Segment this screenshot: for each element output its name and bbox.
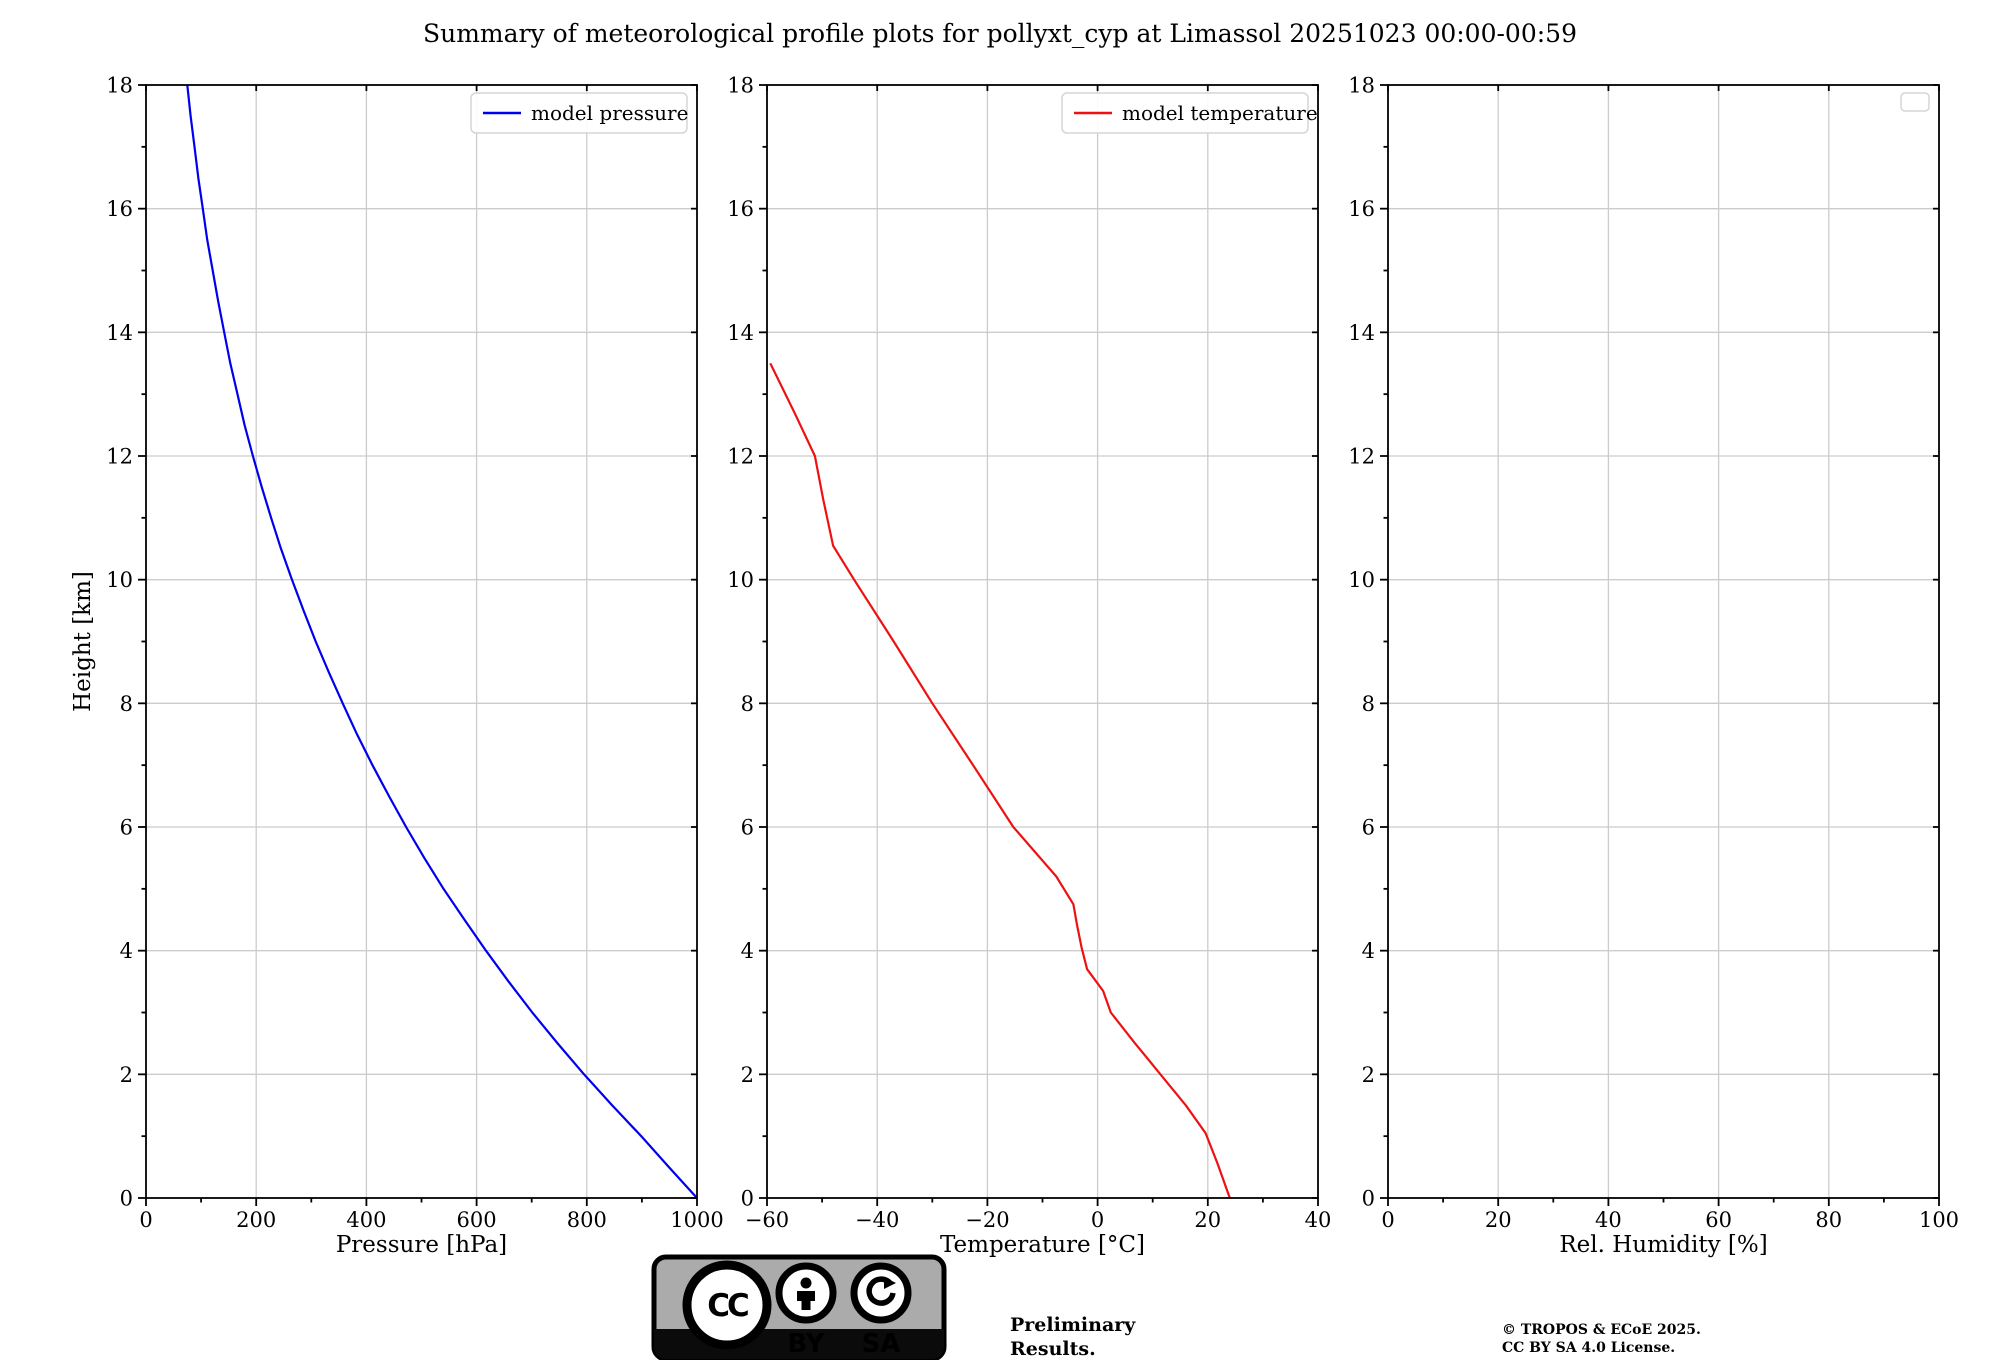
ticks-2 (759, 84, 1319, 1206)
y-tick-label: 4 (741, 939, 754, 963)
y-tick-label: 18 (106, 74, 133, 98)
person-head-icon (800, 1277, 812, 1289)
curve-model-temperature (769, 362, 1231, 1199)
y-tick-label: 10 (727, 568, 754, 592)
y-tick-label: 16 (727, 197, 754, 221)
y-tick-label: 10 (106, 568, 133, 592)
subplot-2: −60 −40 −20 0 20 40 0 2 4 6 8 10 12 14 16 18 Temperature… (727, 74, 1331, 1259)
x-tick-label: −60 (745, 1208, 789, 1232)
x-axis-label: Temperature [°C] (940, 1232, 1145, 1258)
preliminary-line-1: Preliminary (1010, 1314, 1136, 1336)
x-tick-label: 100 (1919, 1208, 1959, 1232)
y-tick-label: 18 (727, 74, 754, 98)
sa-arrowhead-icon (884, 1277, 896, 1289)
y-tick-label: 6 (741, 816, 754, 840)
y-axis-label: Height [km] (70, 571, 96, 712)
y-tick-label: 10 (1348, 568, 1375, 592)
x-tick-label: 1000 (670, 1208, 723, 1232)
ticks-1 (138, 84, 698, 1206)
curve-model-pressure (186, 84, 698, 1199)
y-tick-label: 8 (1362, 692, 1375, 716)
x-tick-label: 80 (1815, 1208, 1842, 1232)
x-axis-label: Rel. Humidity [%] (1559, 1232, 1767, 1258)
copyright-line-2: CC BY SA 4.0 License. (1502, 1340, 1675, 1356)
cc-by-sa-badge: CC BY SA (651, 1254, 947, 1360)
legend-box (1061, 92, 1309, 134)
badge-sa-label: SA (862, 1329, 901, 1359)
y-tick-label: 2 (120, 1063, 133, 1087)
legend-label: model pressure (531, 101, 688, 125)
subplot-1: 0 200 400 600 800 1000 0 2 4 6 8 10 12 14 16 18 Pressure… (70, 74, 724, 1259)
y-tick-label: 12 (1348, 445, 1375, 469)
x-tick-label: −20 (965, 1208, 1009, 1232)
y-tick-label: 6 (120, 816, 133, 840)
x-tick-label: 600 (457, 1208, 497, 1232)
x-tick-label: 800 (567, 1208, 607, 1232)
preliminary-line-2: Results. (1010, 1338, 1096, 1360)
y-tick-label: 16 (1348, 197, 1375, 221)
y-tick-label: 6 (1362, 816, 1375, 840)
y-tick-label: 2 (741, 1063, 754, 1087)
y-tick-label: 8 (120, 692, 133, 716)
ticks-3 (1380, 84, 1940, 1206)
y-tick-label: 14 (106, 321, 133, 345)
x-tick-label: 200 (236, 1208, 276, 1232)
grid-1 (146, 85, 697, 1198)
sa-arrow-arc-icon (866, 1276, 896, 1306)
badge-by-label: BY (787, 1329, 825, 1359)
y-tick-label: 18 (1348, 74, 1375, 98)
y-tick-label: 14 (1348, 321, 1375, 345)
x-tick-label: −40 (855, 1208, 899, 1232)
grid-3 (1388, 85, 1939, 1198)
x-tick-label: 40 (1305, 1208, 1332, 1232)
x-tick-label: 0 (1091, 1208, 1104, 1232)
grid-2 (767, 85, 1318, 1198)
y-tick-label: 4 (120, 939, 133, 963)
x-tick-label: 20 (1485, 1208, 1512, 1232)
y-tick-label: 4 (1362, 939, 1375, 963)
person-body-icon (797, 1291, 815, 1310)
y-tick-label: 14 (727, 321, 754, 345)
sa-arrow-circle-icon (850, 1262, 912, 1324)
y-tick-label: 8 (741, 692, 754, 716)
x-tick-label: 20 (1194, 1208, 1221, 1232)
y-tick-label: 12 (727, 445, 754, 469)
x-tick-label: 40 (1595, 1208, 1622, 1232)
y-tick-label: 2 (1362, 1063, 1375, 1087)
cc-letters: CC (707, 1288, 748, 1324)
y-tick-label: 0 (741, 1187, 754, 1211)
legend-box-empty (1900, 92, 1930, 112)
x-tick-label: 0 (1381, 1208, 1394, 1232)
figure-title: Summary of meteorological profile plots … (423, 19, 1577, 48)
legend-box (470, 92, 688, 134)
legend-label: model temperature (1122, 101, 1318, 125)
subplot-3: 0 20 40 60 80 100 0 2 4 6 8 10 12 14 16 18 Rel. Humidity… (1348, 74, 1959, 1259)
x-tick-label: 60 (1705, 1208, 1732, 1232)
y-tick-label: 16 (106, 197, 133, 221)
y-tick-label: 0 (120, 1187, 133, 1211)
y-tick-label: 12 (106, 445, 133, 469)
cc-circle-icon (682, 1260, 772, 1350)
y-tick-label: 0 (1362, 1187, 1375, 1211)
x-tick-label: 400 (346, 1208, 386, 1232)
x-tick-label: 0 (139, 1208, 152, 1232)
x-axis-label: Pressure [hPa] (336, 1232, 507, 1258)
copyright-line-1: © TROPOS & ECoE 2025. (1502, 1322, 1701, 1338)
